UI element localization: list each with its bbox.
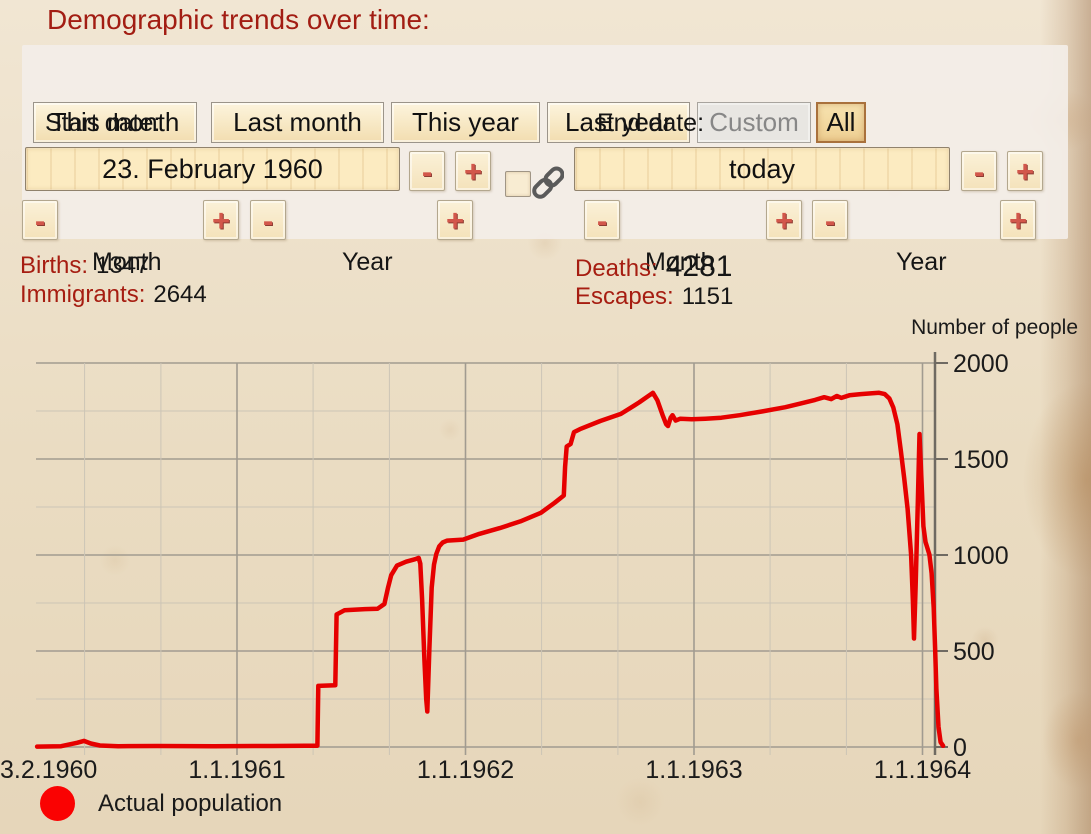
chart-legend: Actual population <box>40 786 282 821</box>
start-date-field[interactable]: 23. February 1960 <box>25 147 400 191</box>
link-dates-checkbox[interactable] <box>505 171 531 197</box>
page-title: Demographic trends over time: <box>47 4 430 35</box>
x-tick-label: 3.2.1960 <box>0 756 97 784</box>
start-year-minus-button[interactable]: - <box>250 200 286 240</box>
start-year-plus-button[interactable]: + <box>437 200 473 240</box>
start-month-label: Month <box>92 248 162 276</box>
end-month-label: Month <box>645 248 715 276</box>
range-button-custom[interactable]: Custom <box>697 102 811 143</box>
y-tick-label: 2000 <box>953 350 1009 378</box>
x-tick-label: 1.1.1962 <box>417 756 514 784</box>
y-axis-title: Number of people <box>911 316 1078 339</box>
end-date-minus-button[interactable]: - <box>961 151 997 191</box>
end-month-plus-button[interactable]: + <box>766 200 802 240</box>
end-date-label: End date: <box>597 109 705 137</box>
x-tick-label: 1.1.1963 <box>645 756 742 784</box>
start-year-label: Year <box>342 248 393 276</box>
legend-marker <box>40 786 75 821</box>
deaths-value: 4281 <box>665 250 733 283</box>
start-month-minus-button[interactable]: - <box>22 200 58 240</box>
chain-link-icon <box>532 164 565 207</box>
x-tick-label: 1.1.1964 <box>874 756 971 784</box>
escapes-value: 1151 <box>681 283 734 310</box>
start-date-minus-button[interactable]: - <box>409 151 445 191</box>
end-month-minus-button[interactable]: - <box>584 200 620 240</box>
births-stat: Births: 1347 <box>20 252 149 280</box>
date-filter-panel: This month Last month This year Last yea… <box>22 45 1068 276</box>
end-date-plus-button[interactable]: + <box>1007 151 1043 191</box>
legend-label: Actual population <box>98 789 283 817</box>
end-year-plus-button[interactable]: + <box>1000 200 1036 240</box>
deaths-stat: Deaths: 4281 <box>575 250 732 284</box>
immigrants-value: 2644 <box>153 281 207 308</box>
end-year-label: Year <box>896 248 947 276</box>
start-date-plus-button[interactable]: + <box>455 151 491 191</box>
end-date-field[interactable]: today <box>574 147 950 191</box>
deaths-label: Deaths: <box>575 255 658 282</box>
range-button-this-month[interactable]: This month <box>33 102 197 143</box>
range-button-this-year[interactable]: This year <box>391 102 540 143</box>
y-tick-label: 1500 <box>953 446 1009 474</box>
escapes-stat: Escapes: 1151 <box>575 283 733 311</box>
y-tick-label: 1000 <box>953 542 1009 570</box>
range-button-last-month[interactable]: Last month <box>211 102 384 143</box>
range-button-last-year[interactable]: Last year <box>547 102 690 143</box>
start-date-label: Start date: <box>45 109 161 137</box>
y-tick-label: 0 <box>953 734 967 762</box>
actual-population-line <box>34 390 946 749</box>
end-year-minus-button[interactable]: - <box>812 200 848 240</box>
start-month-plus-button[interactable]: + <box>203 200 239 240</box>
x-tick-label: 1.1.1961 <box>188 756 285 784</box>
births-label: Births: <box>20 252 89 279</box>
escapes-label: Escapes: <box>575 283 674 310</box>
range-button-all[interactable]: All <box>816 102 866 143</box>
immigrants-label: Immigrants: <box>20 281 146 308</box>
y-tick-label: 500 <box>953 638 995 666</box>
immigrants-stat: Immigrants: 2644 <box>20 281 207 309</box>
births-value: 1347 <box>96 252 150 279</box>
